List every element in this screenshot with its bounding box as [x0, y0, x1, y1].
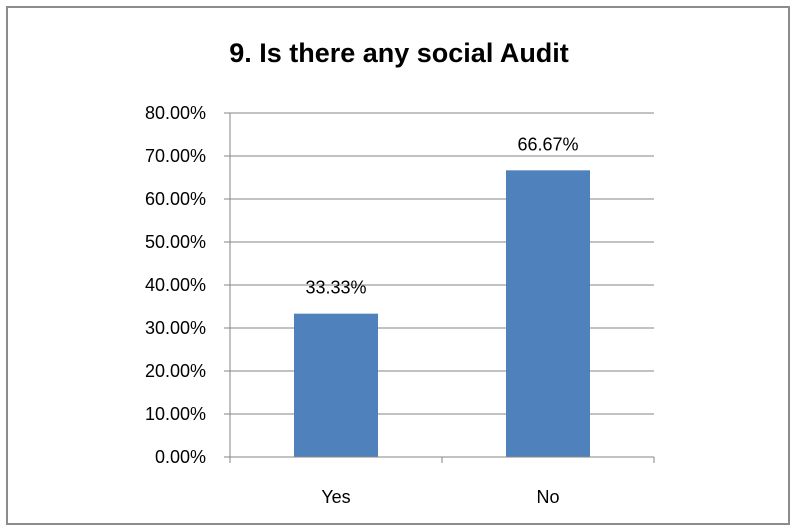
y-tick-label: 80.00%: [145, 103, 206, 123]
labels: 0.00% 10.00% 20.00% 30.00% 40.00% 50.00% 60.00…: [145, 103, 579, 507]
y-tick-label: 10.00%: [145, 404, 206, 424]
chart-title: 9. Is there any social Audit: [229, 38, 569, 68]
bar-yes: [294, 313, 378, 457]
y-tick-label: 20.00%: [145, 361, 206, 381]
axes: [224, 112, 655, 463]
bars: [294, 170, 590, 457]
bar-no: [506, 170, 590, 457]
data-label: 33.33%: [305, 278, 366, 298]
y-tick-label: 60.00%: [145, 189, 206, 209]
gridlines: [230, 112, 654, 415]
x-category-label: Yes: [321, 487, 350, 507]
x-category-label: No: [536, 487, 559, 507]
data-label: 66.67%: [517, 134, 578, 154]
y-tick-label: 0.00%: [155, 447, 206, 467]
y-tick-label: 70.00%: [145, 146, 206, 166]
y-tick-label: 50.00%: [145, 232, 206, 252]
y-tick-label: 30.00%: [145, 318, 206, 338]
chart-frame: [6, 6, 790, 525]
y-tick-label: 40.00%: [145, 275, 206, 295]
